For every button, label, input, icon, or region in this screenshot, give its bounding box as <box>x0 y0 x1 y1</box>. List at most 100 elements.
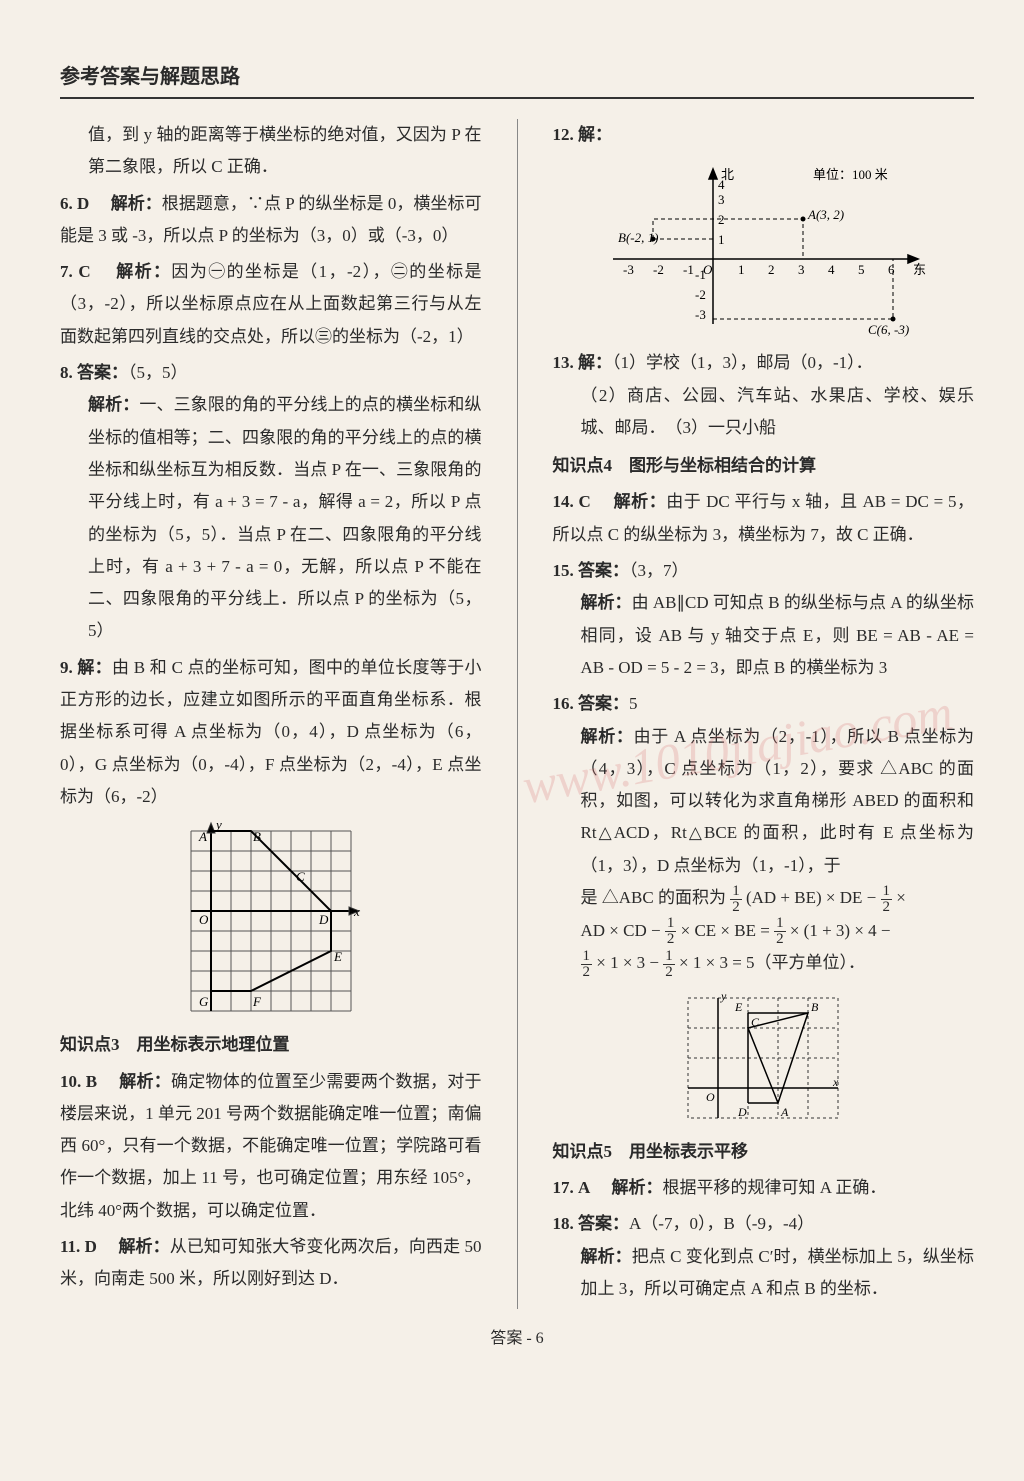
q7-ans: C <box>78 262 90 281</box>
q16-t3c: × (1 + 3) × 4 − <box>790 921 891 940</box>
q7-label: 解析： <box>116 262 171 281</box>
q7-num: 7. <box>60 262 73 281</box>
q16-t4a: × 1 × 3 − <box>596 953 659 972</box>
fig16-O: O <box>706 1090 715 1104</box>
q8-text: 一、三象限的角的平分线上的点的横坐标和纵坐标的值相等；二、四象限的角的平分线上的… <box>88 395 482 640</box>
figure-q12: 北 单位：100 米 东 -3-2-1 O 123 456 1234 -1-2-… <box>583 159 943 339</box>
fig9-O: O <box>199 912 209 927</box>
fig9-F: F <box>252 994 262 1009</box>
fig9-x: x <box>353 904 360 919</box>
fig16-y: y <box>720 989 727 1003</box>
q11-ans: D <box>85 1237 97 1256</box>
q10-label: 解析： <box>119 1072 171 1091</box>
fig16-A: A <box>780 1105 789 1119</box>
q12-label: 解： <box>578 125 612 144</box>
q18: 18. 答案：A（-7，0），B（-9，-4） 解析：把点 C 变化到点 C′时… <box>553 1208 975 1305</box>
q18-anslabel: 答案： <box>578 1214 629 1233</box>
fig16-x: x <box>832 1075 839 1089</box>
q15-ansval: （3，7） <box>629 561 689 580</box>
q16-t2a: 是 △ABC 的面积为 <box>581 888 726 907</box>
q14-ans: C <box>579 492 591 511</box>
q17: 17. A 解析：根据平移的规律可知 A 正确． <box>553 1172 975 1204</box>
q10-text: 确定物体的位置至少需要两个数据，对于楼层来说，1 单元 201 号两个数据能确定… <box>60 1072 482 1220</box>
kp5: 知识点5 用坐标表示平移 <box>553 1136 975 1168</box>
fig12-unit: 单位：100 米 <box>813 167 888 182</box>
q16-label: 解析： <box>581 727 634 746</box>
svg-text:1: 1 <box>738 262 745 277</box>
q10-num: 10. <box>60 1072 81 1091</box>
q6: 6. D 解析：根据题意，∵点 P 的纵坐标是 0，横坐标可能是 3 或 -3，… <box>60 188 482 253</box>
q16: 16. 答案：5 解析：由于 A 点坐标为（2，-1），所以 B 点坐标为（4，… <box>553 688 975 980</box>
q18-ansval: A（-7，0），B（-9，-4） <box>629 1214 814 1233</box>
q6-label: 解析： <box>111 194 162 213</box>
svg-text:2: 2 <box>768 262 775 277</box>
q12-num: 12. <box>553 125 574 144</box>
q6-num: 6. <box>60 194 73 213</box>
q15-text: 由 AB∥CD 可知点 B 的纵坐标与点 A 的纵坐标相同，设 AB 与 y 轴… <box>581 593 975 677</box>
q16-t3b: × CE × BE = <box>681 921 770 940</box>
fig9-E: E <box>333 949 342 964</box>
fig16-B: B <box>811 1000 819 1014</box>
q16-t4b: × 1 × 3 = 5（平方单位）． <box>679 953 865 972</box>
fig16-E: E <box>734 1000 743 1014</box>
svg-text:5: 5 <box>858 262 865 277</box>
q12: 12. 解： <box>553 119 975 151</box>
content-columns: 值，到 y 轴的距离等于横坐标的绝对值，又因为 P 在第二象限，所以 C 正确．… <box>60 119 974 1309</box>
q18-text: 把点 C 变化到点 C′时，横坐标加上 5，纵坐标加上 3，所以可确定点 A 和… <box>581 1247 975 1298</box>
q8: 8. 答案：（5，5） 解析：一、三象限的角的平分线上的点的横坐标和纵坐标的值相… <box>60 357 482 648</box>
q18-num: 18. <box>553 1214 574 1233</box>
page: www.1010jiajiao.com 参考答案与解题思路 值，到 y 轴的距离… <box>0 0 1024 1378</box>
svg-text:-1: -1 <box>683 262 694 277</box>
q15-num: 15. <box>553 561 574 580</box>
fig9-B: B <box>253 829 261 844</box>
q11-num: 11. <box>60 1237 80 1256</box>
q16-t3a: AD × CD − <box>581 921 661 940</box>
right-column: 12. 解： 北 单位：100 米 东 -3-2-1 O <box>553 119 975 1309</box>
fig16-D: D <box>737 1105 747 1119</box>
q16-t1: 由于 A 点坐标为（2，-1），所以 B 点坐标为（4，3），C 点坐标为（1，… <box>581 727 975 875</box>
q17-num: 17. <box>553 1178 574 1197</box>
q8-ansval: （5，5） <box>128 363 188 382</box>
q17-ans: A <box>578 1178 590 1197</box>
q17-text: 根据平移的规律可知 A 正确． <box>663 1178 887 1197</box>
q14-label: 解析： <box>614 492 667 511</box>
q16-ansval: 5 <box>629 694 638 713</box>
q6-ans: D <box>77 194 89 213</box>
svg-text:4: 4 <box>718 177 725 192</box>
pre-text: 值，到 y 轴的距离等于横坐标的绝对值，又因为 P 在第二象限，所以 C 正确． <box>88 119 482 184</box>
q11: 11. D 解析：从已知可知张大爷变化两次后，向西走 50 米，向南走 500 … <box>60 1231 482 1296</box>
q16-anslabel: 答案： <box>578 694 629 713</box>
page-header: 参考答案与解题思路 <box>60 60 974 99</box>
figure-q9: A y B C O D x E G F <box>171 821 371 1021</box>
q13-label: 解： <box>578 353 612 372</box>
svg-text:1: 1 <box>718 232 725 247</box>
q14: 14. C 解析：由于 DC 平行与 x 轴，且 AB = DC = 5，所以点… <box>553 486 975 551</box>
fig12-C: C(6, -3) <box>868 322 909 337</box>
left-column: 值，到 y 轴的距离等于横坐标的绝对值，又因为 P 在第二象限，所以 C 正确．… <box>60 119 482 1309</box>
svg-text:-2: -2 <box>653 262 664 277</box>
q18-label: 解析： <box>581 1247 632 1266</box>
fig9-G: G <box>199 994 209 1009</box>
svg-text:3: 3 <box>718 192 725 207</box>
q16-line3: AD × CD − 12 × CE × BE = 12 × (1 + 3) × … <box>581 915 975 948</box>
fig9-A: A <box>198 829 207 844</box>
column-divider <box>517 119 518 1309</box>
q15: 15. 答案：（3，7） 解析：由 AB∥CD 可知点 B 的纵坐标与点 A 的… <box>553 555 975 684</box>
q16-num: 16. <box>553 694 574 713</box>
q15-anslabel: 答案： <box>578 561 629 580</box>
q9-num: 9. <box>60 658 73 677</box>
q13: 13. 解：（1）学校（1，3），邮局（0，-1）． （2）商店、公园、汽车站、… <box>553 347 975 444</box>
q13-num: 13. <box>553 353 574 372</box>
svg-text:4: 4 <box>828 262 835 277</box>
q9-label: 解： <box>77 658 112 677</box>
q16-t2c: × <box>896 888 906 907</box>
fig9-C: C <box>296 869 305 884</box>
q16-line4: 12 × 1 × 3 − 12 × 1 × 3 = 5（平方单位）． <box>581 947 975 980</box>
fig9-y: y <box>214 821 222 832</box>
q8-label: 解析： <box>88 395 139 414</box>
q7: 7. C 解析：因为㊀的坐标是（1，-2），㊁的坐标是（3，-2），所以坐标原点… <box>60 256 482 353</box>
q16-line2: 是 △ABC 的面积为 12 (AD + BE) × DE − 12 × <box>581 882 975 915</box>
q13-p2: （2）商店、公园、汽车站、水果店、学校、娱乐城、邮局． （3）一只小船 <box>581 380 975 445</box>
svg-text:-3: -3 <box>623 262 634 277</box>
svg-text:-2: -2 <box>695 287 706 302</box>
